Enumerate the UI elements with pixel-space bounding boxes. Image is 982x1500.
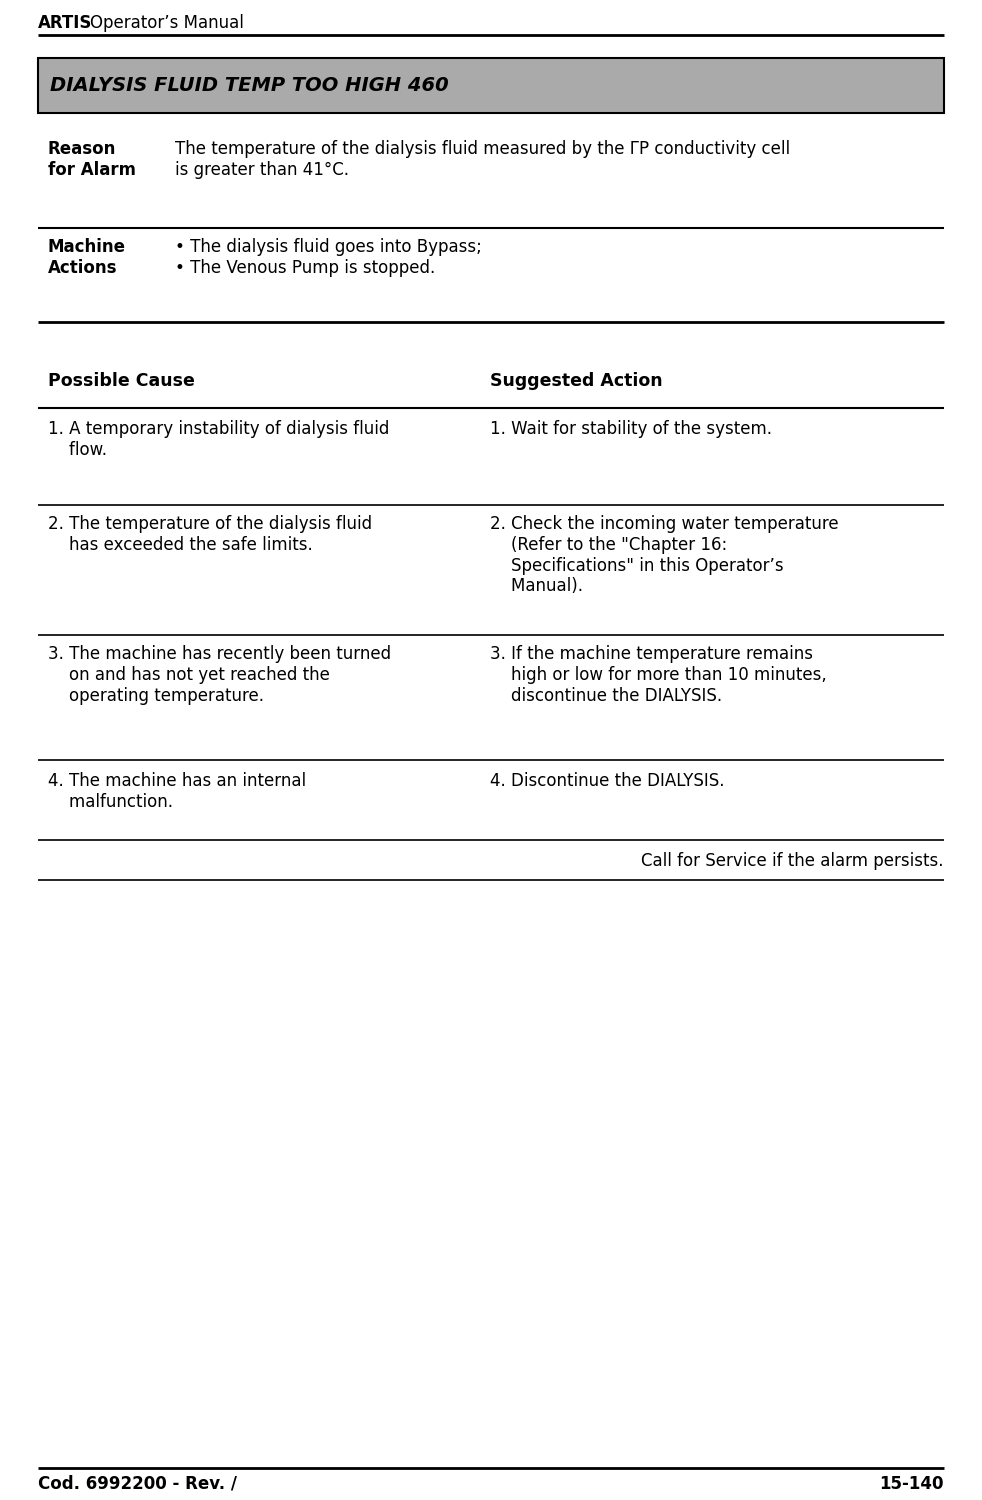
Text: • The dialysis fluid goes into Bypass;
• The Venous Pump is stopped.: • The dialysis fluid goes into Bypass; •… <box>175 238 482 278</box>
Text: 2. Check the incoming water temperature
    (Refer to the "Chapter 16:
    Speci: 2. Check the incoming water temperature … <box>490 514 839 596</box>
Text: Possible Cause: Possible Cause <box>48 372 194 390</box>
Text: Cod. 6992200 - Rev. /: Cod. 6992200 - Rev. / <box>38 1474 237 1492</box>
Text: 4. The machine has an internal
    malfunction.: 4. The machine has an internal malfuncti… <box>48 772 306 812</box>
Text: ARTIS: ARTIS <box>38 13 92 32</box>
Text: Operator’s Manual: Operator’s Manual <box>90 13 244 32</box>
Text: 15-140: 15-140 <box>880 1474 944 1492</box>
Text: Call for Service if the alarm persists.: Call for Service if the alarm persists. <box>641 852 944 870</box>
Text: 3. The machine has recently been turned
    on and has not yet reached the
    o: 3. The machine has recently been turned … <box>48 645 391 705</box>
Text: DIALYSIS FLUID TEMP TOO HIGH 460: DIALYSIS FLUID TEMP TOO HIGH 460 <box>50 76 449 94</box>
Text: 1. A temporary instability of dialysis fluid
    flow.: 1. A temporary instability of dialysis f… <box>48 420 390 459</box>
Text: Suggested Action: Suggested Action <box>490 372 663 390</box>
Text: 2. The temperature of the dialysis fluid
    has exceeded the safe limits.: 2. The temperature of the dialysis fluid… <box>48 514 372 554</box>
Text: 3. If the machine temperature remains
    high or low for more than 10 minutes,
: 3. If the machine temperature remains hi… <box>490 645 827 705</box>
Text: The temperature of the dialysis fluid measured by the ΓP conductivity cell
is gr: The temperature of the dialysis fluid me… <box>175 140 791 178</box>
Text: 4. Discontinue the DIALYSIS.: 4. Discontinue the DIALYSIS. <box>490 772 725 790</box>
Text: Machine
Actions: Machine Actions <box>48 238 126 278</box>
Text: Reason
for Alarm: Reason for Alarm <box>48 140 136 178</box>
Text: 1. Wait for stability of the system.: 1. Wait for stability of the system. <box>490 420 772 438</box>
Bar <box>38 58 944 112</box>
